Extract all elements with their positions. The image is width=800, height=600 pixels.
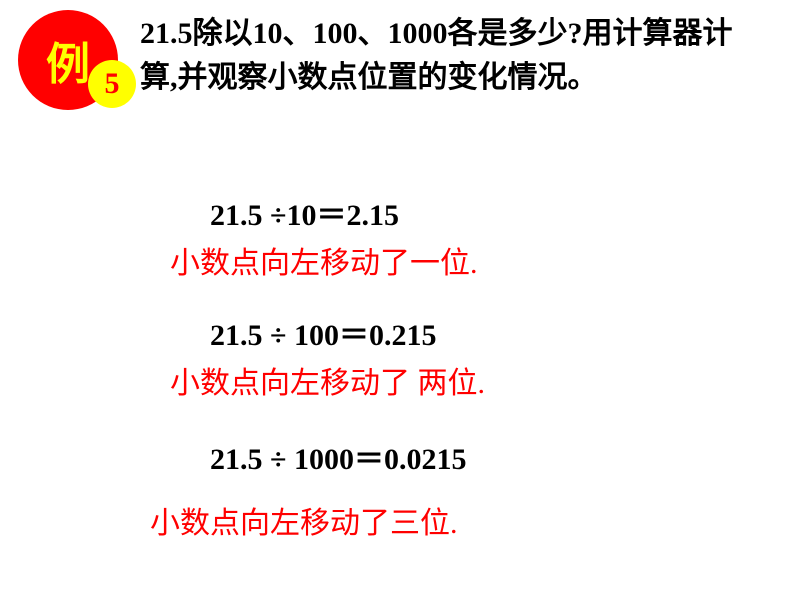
- equation-2: 21.5 ÷ 100＝0.215: [210, 310, 750, 354]
- row-1: 21.5 ÷10＝2.15 小数点向左移动了一位.: [150, 190, 750, 282]
- eq-lhs: 21.5: [210, 443, 270, 476]
- badge-number-circle: 5: [88, 60, 136, 108]
- row-3: 21.5 ÷ 1000＝0.0215 小数点向左移动了三位.: [150, 434, 750, 542]
- equation-1: 21.5 ÷10＝2.15: [210, 190, 750, 234]
- eq-result: 0.0215: [384, 443, 467, 476]
- divide-sign: ÷: [270, 199, 286, 232]
- eq-divisor: 10: [286, 199, 316, 232]
- eq-divisor: 100: [286, 319, 339, 352]
- eq-lhs: 21.5: [210, 199, 270, 232]
- row-2: 21.5 ÷ 100＝0.215 小数点向左移动了 两位.: [150, 310, 750, 402]
- equals-sign: ＝: [354, 443, 384, 476]
- equations-block: 21.5 ÷10＝2.15 小数点向左移动了一位. 21.5 ÷ 100＝0.2…: [150, 190, 750, 542]
- eq-result: 2.15: [346, 199, 399, 232]
- note-2: 小数点向左移动了 两位.: [170, 358, 750, 402]
- note-3: 小数点向左移动了三位.: [150, 498, 750, 542]
- eq-divisor: 1000: [286, 443, 354, 476]
- equation-3: 21.5 ÷ 1000＝0.0215: [210, 434, 750, 478]
- equals-sign: ＝: [316, 199, 346, 232]
- eq-result: 0.215: [369, 319, 437, 352]
- question-text: 21.5除以10、100、1000各是多少?用计算器计算,并观察小数点位置的变化…: [140, 12, 760, 99]
- equals-sign: ＝: [339, 319, 369, 352]
- divide-sign: ÷: [270, 443, 286, 476]
- divide-sign: ÷: [270, 319, 286, 352]
- badge-label: 例: [46, 28, 90, 92]
- example-badge: 例 5: [18, 10, 128, 120]
- note-1: 小数点向左移动了一位.: [170, 238, 750, 282]
- eq-lhs: 21.5: [210, 319, 270, 352]
- badge-number: 5: [105, 67, 120, 101]
